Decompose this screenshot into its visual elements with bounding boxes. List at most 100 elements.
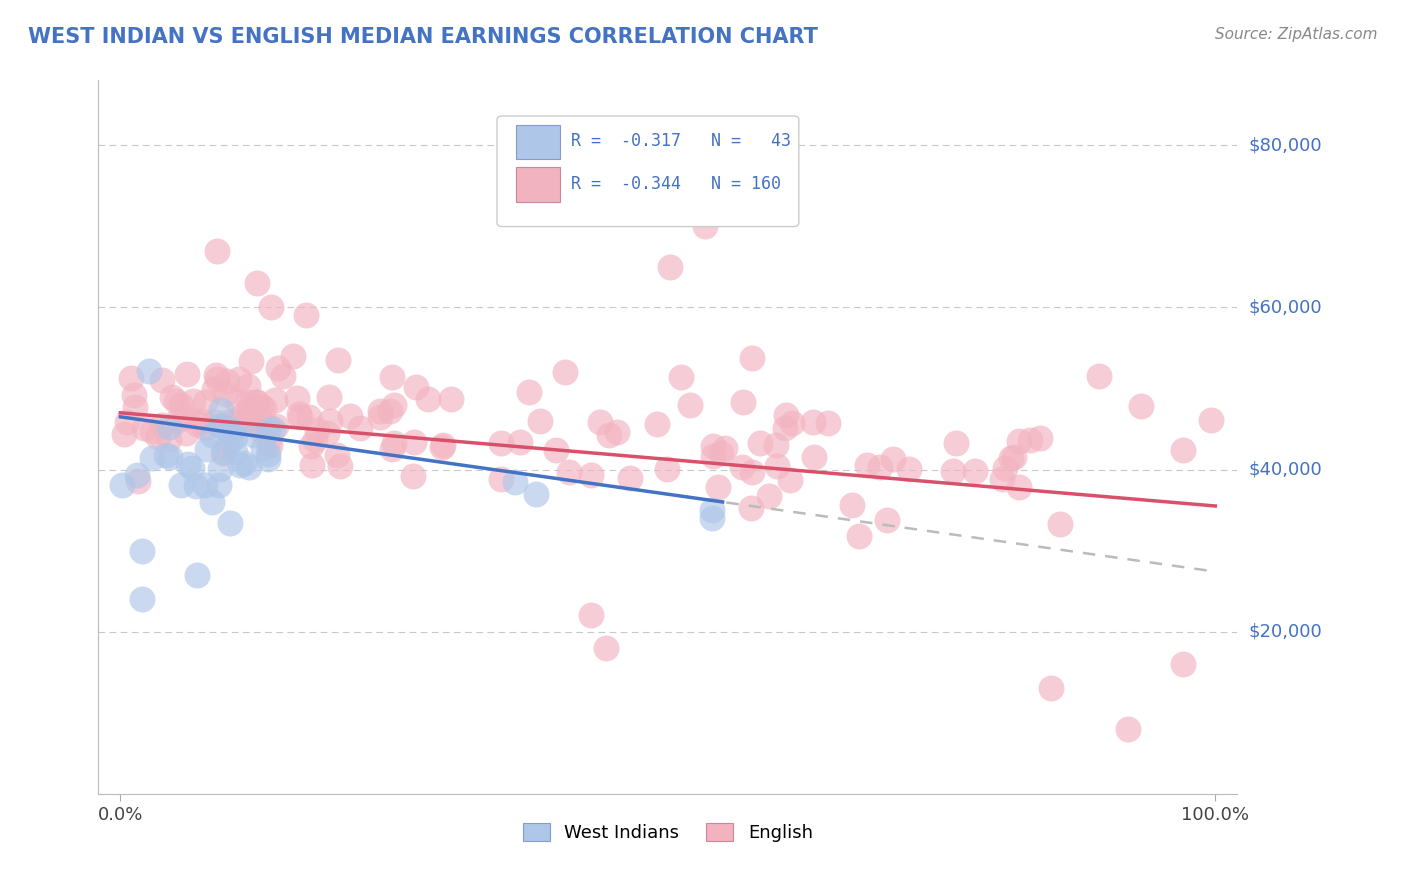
Point [546,443,568,458]
Point [526,487,548,501]
Point [157,432,180,446]
Point [1002,450,1025,464]
Point [150,418,173,433]
Point [253,401,276,415]
Point [765,458,787,473]
Point [758,489,780,503]
Point [440,392,463,407]
Point [855,458,877,473]
Point [1008,434,1031,449]
Point [209,419,232,434]
Point [219,423,242,437]
Point [588,416,610,430]
Point [595,640,617,655]
Point [529,414,551,428]
Point [380,404,402,418]
Point [329,458,352,473]
Point [1049,517,1071,532]
Point [328,352,350,367]
Point [221,424,243,438]
Point [963,464,986,478]
Text: $60,000: $60,000 [1249,298,1322,317]
Point [157,420,180,434]
Point [201,495,224,509]
FancyBboxPatch shape [516,168,560,202]
Point [252,441,274,455]
Point [1019,434,1042,448]
Point [194,395,217,409]
Point [598,427,620,442]
Point [246,276,269,290]
Point [215,438,238,452]
Point [370,404,392,418]
Point [233,456,256,470]
Point [186,417,208,432]
Point [195,442,218,456]
Point [298,409,321,424]
Point [765,438,787,452]
Point [1029,432,1052,446]
Point [519,384,541,399]
Point [256,418,278,433]
Point [246,395,269,409]
Point [165,393,187,408]
Point [991,472,1014,486]
Text: WEST INDIAN VS ENGLISH MEDIAN EARNINGS CORRELATION CHART: WEST INDIAN VS ENGLISH MEDIAN EARNINGS C… [28,27,818,46]
Point [150,373,173,387]
Point [209,418,232,433]
FancyBboxPatch shape [498,116,799,227]
Text: $20,000: $20,000 [1249,623,1322,640]
Point [212,445,235,459]
Point [803,450,825,465]
Point [679,398,702,412]
Text: $40,000: $40,000 [1249,460,1322,478]
Point [239,354,262,368]
Point [219,434,242,449]
Point [730,460,752,475]
Point [773,421,796,435]
Point [1130,399,1153,413]
Point [170,477,193,491]
Point [262,422,284,436]
Point [713,441,735,455]
Point [581,467,603,482]
Point [205,368,228,383]
Text: $80,000: $80,000 [1249,136,1322,154]
Point [239,403,262,417]
Text: R =  -0.317   N =   43: R = -0.317 N = 43 [571,132,792,150]
Point [1088,368,1111,383]
Point [201,427,224,442]
Point [238,401,260,415]
Point [257,424,280,438]
Point [702,449,724,463]
Point [693,219,716,234]
Point [404,435,426,450]
Point [700,511,723,525]
Point [238,460,260,475]
Point [191,414,214,428]
Point [247,412,270,426]
Point [554,365,576,379]
FancyBboxPatch shape [516,125,560,159]
Point [285,391,308,405]
Point [131,592,153,607]
Point [288,407,311,421]
Point [186,479,208,493]
Point [658,260,681,274]
Point [132,420,155,434]
Point [1171,657,1194,672]
Point [273,368,295,383]
Point [131,543,153,558]
Point [384,436,406,450]
Point [160,390,183,404]
Point [841,498,863,512]
Point [217,415,239,429]
Point [779,473,801,487]
Point [700,503,723,517]
Point [304,433,326,447]
Point [222,422,245,436]
Point [236,378,259,392]
Point [236,395,259,409]
Point [702,439,724,453]
Point [848,529,870,543]
